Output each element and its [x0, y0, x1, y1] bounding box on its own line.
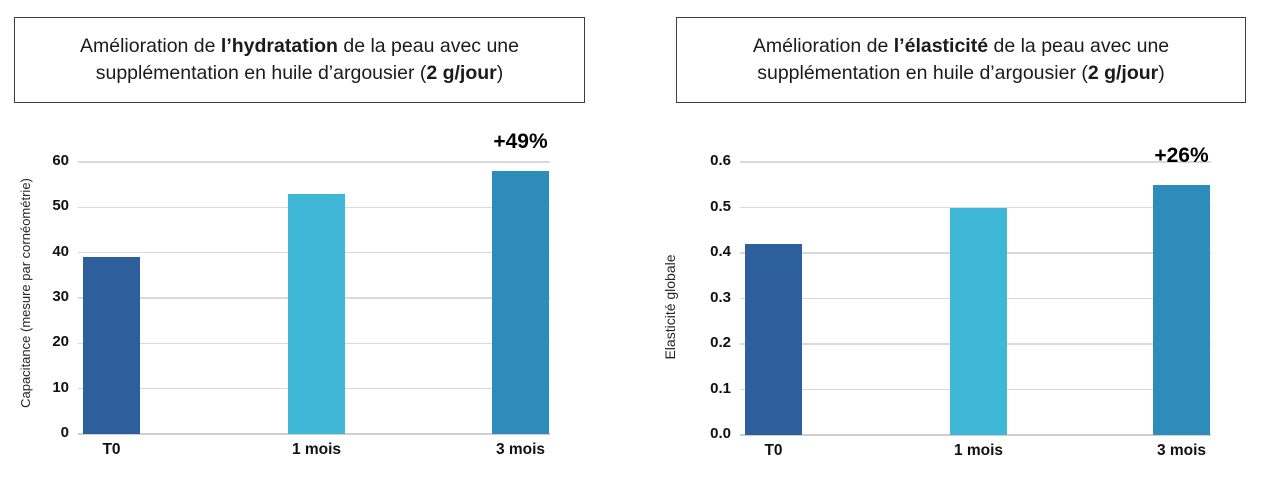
title-line-2: supplémentation en huile d’argousier (2 …	[96, 60, 504, 87]
bar-3-mois	[492, 171, 549, 434]
title-text: supplémentation en huile d’argousier (	[95, 62, 427, 84]
bar-1-mois	[288, 193, 345, 434]
y-tick-label: 0.0	[710, 425, 731, 442]
title-line-2: supplémentation en huile d’argousier (2 …	[757, 60, 1165, 87]
title-text: )	[1158, 62, 1165, 84]
y-tick-label: 30	[52, 288, 69, 305]
y-tick-label: 0.4	[710, 243, 731, 260]
y-tick-label: 50	[52, 197, 69, 215]
y-tick-label: 10	[52, 378, 69, 396]
title-bold-text: 2 g/jour	[426, 62, 497, 84]
x-axis-baseline	[740, 434, 1211, 436]
title-line-1: Amélioration de l’hydratation de la peau…	[80, 33, 519, 60]
elasticity-title-box: Amélioration de l’élasticité de la peau …	[676, 17, 1246, 103]
title-bold-text: l’hydratation	[220, 35, 338, 57]
title-text: de la peau avec une	[337, 35, 519, 57]
title-text: supplémentation en huile d’argousier (	[757, 62, 1088, 84]
x-tick-label: T0	[764, 442, 783, 459]
gridline	[78, 161, 550, 163]
bar-t0	[745, 243, 802, 435]
title-text: )	[496, 62, 504, 84]
title-line-1: Amélioration de l’élasticité de la peau …	[753, 33, 1169, 60]
y-axis-label-elasticity: Elasticité globale	[662, 254, 678, 360]
x-tick-label: 3 mois	[1156, 442, 1207, 459]
y-tick-label: 0	[60, 424, 69, 441]
title-bold-text: 2 g/jour	[1087, 62, 1159, 84]
elasticity-plot-area: 0.0 0.1 0.2 0.3 0.4 0.5 0.6 T0 1 mois 3 mois +26%	[710, 144, 1211, 459]
title-text: de la peau avec une	[988, 35, 1170, 57]
hydration-title-box: Amélioration de l’hydratation de la peau…	[14, 17, 585, 103]
bar-t0	[83, 257, 140, 434]
bar-1-mois	[950, 207, 1007, 435]
x-tick-label: 1 mois	[291, 441, 342, 458]
hydration-plot-area: 0 10 20 30 40 50 60 T0 1 mois 3 mois +49%	[52, 130, 550, 458]
y-tick-label: 40	[52, 242, 69, 260]
x-tick-label: 3 mois	[495, 441, 546, 458]
y-tick-label: 0.3	[710, 288, 731, 306]
y-tick-label: 0.2	[710, 334, 731, 351]
y-tick-label: 0.5	[710, 197, 731, 215]
x-axis-baseline	[78, 433, 550, 435]
x-tick-label: 1 mois	[953, 442, 1004, 459]
gridline	[740, 161, 1211, 163]
bar-3-mois	[1153, 184, 1210, 435]
y-tick-label: 60	[52, 152, 69, 169]
y-tick-label: 0.1	[710, 379, 731, 397]
growth-annotation: +49%	[493, 130, 548, 154]
title-text: Amélioration de	[80, 35, 221, 57]
y-tick-label: 0.6	[710, 152, 731, 169]
title-text: Amélioration de	[752, 35, 894, 57]
growth-annotation: +26%	[1154, 143, 1209, 167]
y-tick-label: 20	[52, 333, 69, 351]
title-bold-text: l’élasticité	[893, 35, 989, 57]
x-tick-label: T0	[102, 441, 121, 458]
